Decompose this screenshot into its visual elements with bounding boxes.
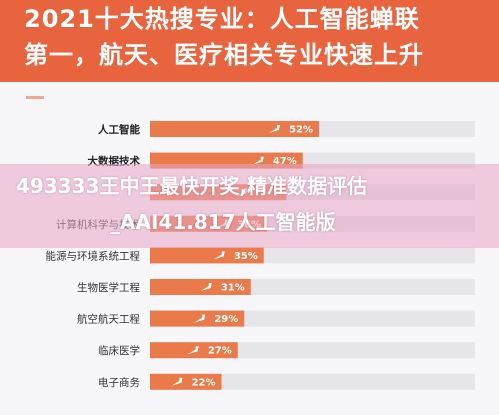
watermark-line-1: 493333王中王最快开奖,精准数据评估: [16, 174, 368, 198]
value-label-8: 22%: [192, 377, 216, 388]
bar-4: [150, 247, 264, 264]
category-label-4: 能源与环境系统工程: [46, 249, 141, 262]
trend-up-icon-1: [252, 156, 264, 165]
category-label-8: 电子商务: [98, 376, 140, 389]
trend-up-icon-5: [200, 283, 212, 291]
category-label-5: 生物医学工程: [77, 281, 140, 294]
title-line-2: 第一，航天、医疗相关专业快速上升: [24, 41, 424, 69]
value-label-0: 52%: [289, 125, 313, 136]
header-banner: 2021十大热搜专业：人工智能蝉联 第一，航天、医疗相关专业快速上升: [0, 0, 499, 82]
watermark-overlay: 493333王中王最快开奖,精准数据评估 _AAI41.817人工智能版: [0, 164, 499, 248]
bar-5: [150, 279, 251, 295]
trend-up-icon-4: [213, 251, 225, 260]
value-label-4: 35%: [234, 251, 258, 262]
category-label-6: 航空航天工程: [77, 313, 140, 326]
value-label-5: 31%: [221, 283, 245, 294]
value-label-7: 27%: [208, 346, 232, 357]
trend-up-icon-6: [194, 314, 206, 323]
accent-dash: [26, 96, 44, 99]
bar-6: [150, 310, 245, 327]
value-label-6: 29%: [214, 314, 238, 325]
bar-8: [150, 373, 222, 390]
category-label-7: 临床医学: [98, 344, 140, 357]
trend-up-icon-0: [269, 125, 280, 133]
bar-0: [150, 121, 319, 137]
value-label-1: 47%: [273, 156, 297, 167]
bar-7: [150, 342, 238, 359]
title-line-1: 2021十大热搜专业：人工智能蝉联: [24, 5, 420, 33]
category-label-0: 人工智能: [98, 123, 140, 136]
watermark-line-2: _AAI41.817人工智能版: [110, 210, 336, 234]
bar-track-8: [150, 373, 475, 390]
trend-up-icon-7: [187, 346, 199, 355]
trend-up-icon-8: [171, 377, 183, 386]
